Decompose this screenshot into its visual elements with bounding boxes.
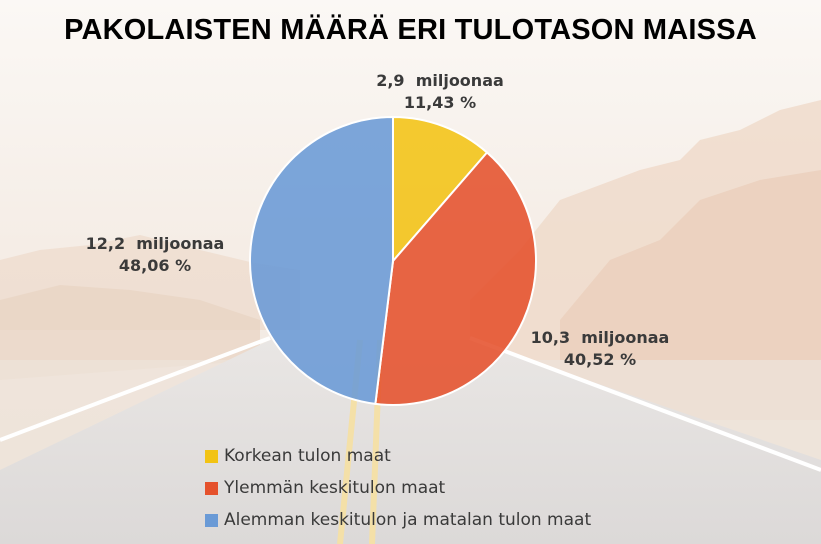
- value-label: 10,3 miljoonaa: [530, 328, 670, 347]
- percent-label: 48,06 %: [118, 256, 192, 275]
- legend-swatch: [205, 481, 218, 495]
- legend-label: Alemman keskitulon ja matalan tulon maat: [224, 510, 592, 530]
- legend-item-ylemman: Ylemmän keskitulon maat: [205, 472, 591, 504]
- pie-slice-1: [374, 151, 537, 406]
- value-label: 12,2 miljoonaa: [85, 234, 225, 253]
- percent-label: 11,43 %: [403, 93, 477, 112]
- legend-swatch: [205, 449, 218, 463]
- legend-item-korkean: Korkean tulon maat: [205, 440, 591, 472]
- data-label-ylemman: 10,3 miljoonaa 40,52 %: [515, 327, 685, 371]
- pie-slice-0: [392, 115, 489, 264]
- value-label: 2,9 miljoonaa: [376, 71, 504, 90]
- data-label-korkean: 2,9 miljoonaa 11,43 %: [355, 70, 525, 114]
- pie-slice-2: [249, 115, 394, 406]
- data-label-alemman: 12,2 miljoonaa 48,06 %: [70, 233, 240, 277]
- legend: Korkean tulon maat Ylemmän keskitulon ma…: [205, 440, 591, 536]
- chart-title: PAKOLAISTEN MÄÄRÄ ERI TULOTASON MAISSA: [64, 14, 757, 46]
- legend-swatch: [205, 513, 218, 527]
- legend-label: Korkean tulon maat: [224, 446, 391, 466]
- legend-label: Ylemmän keskitulon maat: [224, 478, 446, 498]
- legend-item-alemman: Alemman keskitulon ja matalan tulon maat: [205, 504, 591, 536]
- percent-label: 40,52 %: [563, 350, 637, 369]
